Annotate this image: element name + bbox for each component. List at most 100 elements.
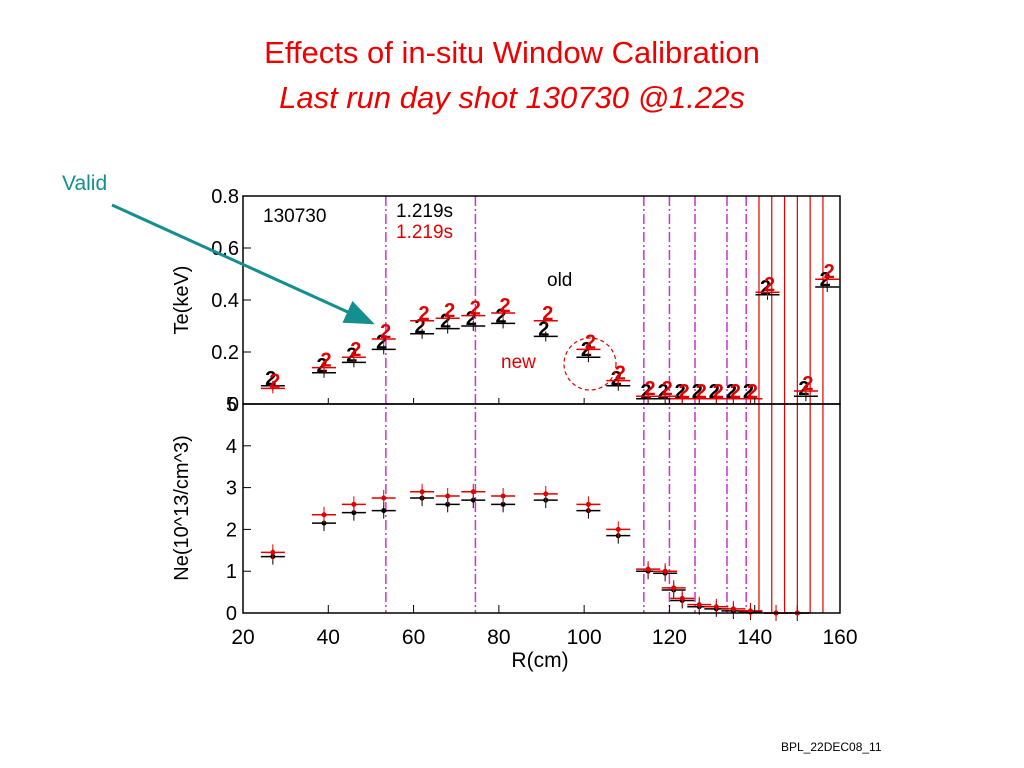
te-point-marker: 2 [764,274,775,296]
ne-y-tick-label: 3 [226,478,237,500]
ne-point [500,493,506,499]
footer-label: BPL_22DEC08_11 [781,740,882,754]
ne-point [270,549,276,555]
te-point-marker: 2 [747,381,758,403]
ne-y-tick-label: 0 [226,603,237,625]
r-x-tick-label: 80 [487,626,510,649]
r-x-tick-label: 140 [737,626,772,649]
te-point-marker: 2 [696,381,707,403]
r-x-tick-label: 40 [317,626,340,649]
ne-y-tick-label: 4 [226,436,237,458]
ne-point [381,508,387,514]
te-point-marker: 2 [615,363,626,385]
slide-title: Effects of in-situ Window Calibration [264,35,760,70]
te-point-marker: 2 [415,316,426,338]
ne-point [351,510,357,516]
ne-point [351,501,357,507]
ne-point [679,595,685,601]
r-axis-label: R(cm) [511,649,568,672]
ne-point [445,493,451,499]
ne-point [470,489,476,495]
te-point-marker: 2 [692,381,703,403]
te-point-marker: 2 [713,381,724,403]
te-point-marker: 2 [658,381,669,403]
ne-point [543,491,549,497]
ne-point [730,606,736,612]
r-x-tick-label: 60 [402,626,425,649]
ne-axis-label: Ne(10^13/cm^3) [171,435,193,581]
te-point-marker: 2 [542,303,553,325]
ne-point [470,497,476,503]
te-point-marker: 2 [585,331,596,353]
te-point-marker: 2 [581,339,592,361]
te-point-marker: 2 [611,368,622,390]
r-x-tick-label: 20 [231,626,254,649]
te-point-marker: 2 [709,381,720,403]
r-x-tick-label: 160 [822,626,857,649]
te-y-tick-label: 0.2 [211,342,239,364]
te-point-marker: 2 [419,303,430,325]
te-point-marker: 2 [538,318,549,340]
te-point-marker: 2 [440,311,451,333]
te-point-marker: 2 [820,269,831,291]
ne-y-tick-label: 1 [226,561,237,583]
highlight-circle [563,337,617,391]
te-point-marker: 2 [662,378,673,400]
valid-arrow [111,203,375,325]
te-point-marker: 2 [350,339,361,361]
r-x-tick-label: 100 [567,626,602,649]
te-point-marker: 2 [316,355,327,377]
te-point-marker: 2 [269,370,280,392]
te-point-marker: 2 [380,321,391,343]
ne-point [671,585,677,591]
ne-y-tick-label: 5 [226,394,237,416]
ne-point [662,568,668,574]
ne-point [321,520,327,526]
te-point-marker: 2 [470,298,481,320]
ne-point [645,566,651,572]
te-point-marker: 2 [645,378,656,400]
ne-point [585,501,591,507]
te-point-marker: 2 [730,381,741,403]
new-series-label: new [501,352,536,373]
ne-point [381,495,387,501]
te-point-marker: 2 [726,381,737,403]
diagnostic-vertical-lines [385,196,824,613]
te-point-marker: 2 [802,373,813,395]
te-point-marker: 2 [679,381,690,403]
te-point-marker: 2 [675,381,686,403]
r-x-tick-label: 120 [652,626,687,649]
te-point-marker: 2 [346,344,357,366]
te-point-marker: 2 [466,308,477,330]
valid-annotation-label: Valid [62,172,108,195]
time-new-label: 1.219s [396,222,453,243]
ne-point [445,501,451,507]
te-y-tick-label: 0 [228,394,239,416]
te-point-marker: 2 [376,331,387,353]
te-y-tick-label: 0.8 [211,186,239,208]
te-point-marker: 2 [500,295,511,317]
ne-y-tick-label: 2 [226,519,237,541]
te-point-marker: 2 [444,300,455,322]
te-point-marker: 2 [760,277,771,299]
te-point-marker: 2 [641,381,652,403]
old-series-label: old [547,270,572,291]
te-point-marker: 2 [265,368,276,390]
te-point-marker: 2 [743,381,754,403]
ne-point [747,608,753,614]
ne-point [500,501,506,507]
shot-number-label: 130730 [263,206,326,227]
te-point-marker: 2 [320,350,331,372]
te-y-tick-label: 0.4 [211,290,239,312]
te-point-marker: 2 [496,305,507,327]
ne-point [713,604,719,610]
ne-point [321,512,327,518]
te-point-marker: 2 [824,261,835,283]
te-axis-label: Te(keV) [171,266,193,335]
ne-point [419,489,425,495]
slide-subtitle: Last run day shot 130730 @1.22s [279,80,745,115]
time-old-label: 1.219s [396,201,453,222]
ne-point [615,526,621,532]
ne-point [696,602,702,608]
